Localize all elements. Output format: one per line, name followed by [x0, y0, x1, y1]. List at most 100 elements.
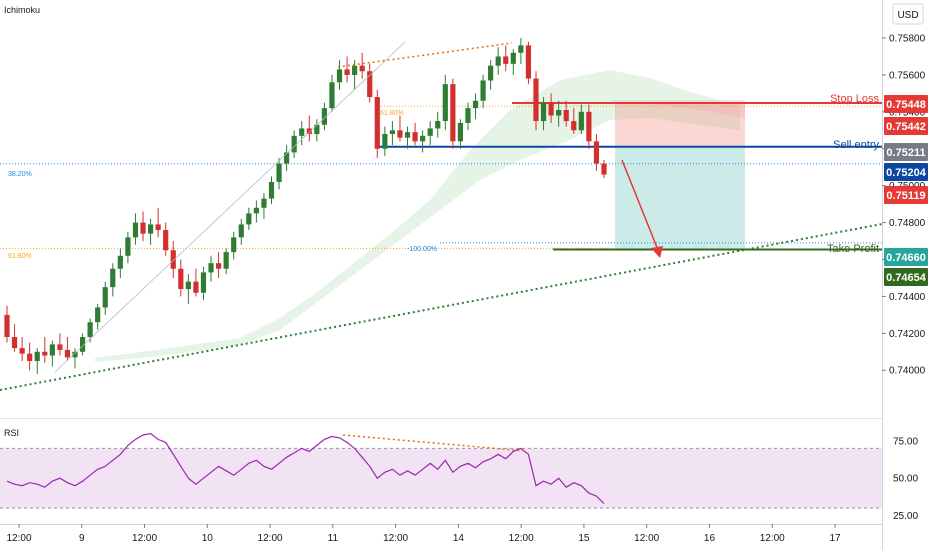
candle-body	[170, 250, 176, 269]
axes: 0.758000.756000.754000.752000.750000.748…	[6, 34, 928, 544]
trade-levels	[0, 101, 882, 251]
price-divergence-line	[337, 42, 513, 68]
candle-body	[404, 132, 411, 138]
candle-body	[117, 255, 123, 269]
price-tick-label: 0.75600	[889, 70, 926, 81]
target-arrow-head	[651, 246, 663, 258]
time-tick-label: 12:00	[132, 533, 157, 544]
time-tick-label: 17	[829, 533, 841, 544]
candle-body	[246, 213, 252, 225]
candle-body	[352, 65, 358, 75]
price-badge	[884, 248, 928, 266]
candle-body	[420, 135, 426, 142]
candle-body	[72, 351, 78, 358]
price-badge-label: 0.75211	[886, 147, 925, 159]
ichimoku-cloud	[95, 70, 745, 362]
candle-body	[4, 314, 10, 338]
candle-body	[601, 163, 607, 175]
candle-body	[185, 281, 191, 290]
time-tick-label: 15	[578, 533, 590, 544]
candle-body	[284, 152, 290, 164]
price-badge	[884, 163, 928, 181]
currency-button-box[interactable]	[892, 3, 924, 25]
rsi-tick-label: 75.00	[893, 436, 918, 447]
candle-body	[299, 128, 305, 136]
candle-body	[533, 78, 539, 122]
time-tick-label: 12:00	[383, 533, 408, 544]
stop-loss-label: Stop Loss	[830, 93, 879, 105]
candle-body	[397, 130, 403, 138]
time-tick-label: 10	[202, 533, 214, 544]
fib-618-top-label: 61.80%	[380, 110, 404, 117]
candle-body	[155, 224, 161, 230]
candle-body	[450, 84, 456, 142]
time-tick-label: 16	[704, 533, 716, 544]
candle-body	[200, 272, 207, 293]
rsi-tick-label: 50.00	[893, 474, 918, 485]
candles	[4, 38, 607, 374]
price-badge-label: 0.74660	[886, 252, 926, 264]
candle-body	[359, 65, 365, 72]
candle-body	[344, 69, 350, 75]
cloud-area	[95, 70, 740, 362]
candle-body	[140, 222, 146, 234]
candle-body	[503, 56, 509, 64]
candle-body	[457, 122, 464, 142]
price-badge-label: 0.75448	[886, 99, 926, 111]
price-badge	[884, 268, 928, 286]
rsi-divergence-line	[342, 434, 526, 452]
rsi-tick-label: 25.00	[893, 511, 918, 522]
candle-body	[147, 224, 154, 234]
candle-body	[556, 109, 562, 116]
time-tick-label: 12:00	[6, 533, 31, 544]
candle-body	[480, 80, 486, 101]
candle-body	[314, 124, 320, 134]
price-tick-label: 0.74800	[889, 218, 926, 229]
rsi-label: RSI	[4, 428, 19, 438]
time-tick-label: 11	[328, 533, 339, 544]
candle-body	[329, 82, 335, 109]
candle-body	[125, 237, 131, 256]
price-tick-label: 0.74200	[889, 329, 926, 340]
price-tick-label: 0.74000	[889, 366, 926, 377]
rsi-band	[0, 448, 882, 509]
candle-body	[563, 109, 569, 122]
candle-body	[223, 252, 229, 269]
fib-382-label: 38.20%	[8, 171, 32, 178]
candle-body	[495, 56, 501, 66]
cloud-area-red	[612, 100, 745, 118]
sell-entry-label: Sell entry	[833, 139, 879, 151]
candle-body	[427, 128, 433, 136]
candle-body	[268, 181, 275, 199]
rsi-pane	[0, 432, 882, 509]
candle-body	[540, 102, 547, 122]
candle-body	[261, 198, 267, 208]
candle-body	[276, 163, 282, 182]
currency-label[interactable]: USD	[897, 10, 918, 21]
candle-body	[571, 121, 577, 131]
candle-body	[49, 344, 55, 356]
price-tick-label: 0.75800	[889, 34, 926, 45]
fib-618-label: 61.80%	[8, 253, 32, 260]
candle-body	[435, 121, 441, 129]
time-tick-label: 12:00	[634, 533, 659, 544]
candle-body	[34, 351, 40, 362]
rsi-line	[6, 432, 605, 505]
candle-body	[215, 263, 222, 269]
candle-body	[548, 102, 554, 116]
candle-body	[238, 224, 244, 238]
candle-body	[389, 130, 396, 134]
time-tick-label: 14	[453, 533, 465, 544]
currency-button[interactable]: USD	[892, 3, 924, 25]
risk-zone	[615, 102, 745, 147]
candle-body	[586, 111, 592, 142]
price-badge-label: 0.75204	[886, 167, 927, 179]
candle-body	[510, 52, 516, 64]
grid-lines	[0, 0, 883, 550]
price-badge	[884, 143, 928, 161]
fib-100-label: -100.00%	[407, 246, 437, 253]
candle-body	[488, 65, 494, 81]
candle-body	[163, 229, 169, 251]
price-badge	[884, 95, 928, 113]
